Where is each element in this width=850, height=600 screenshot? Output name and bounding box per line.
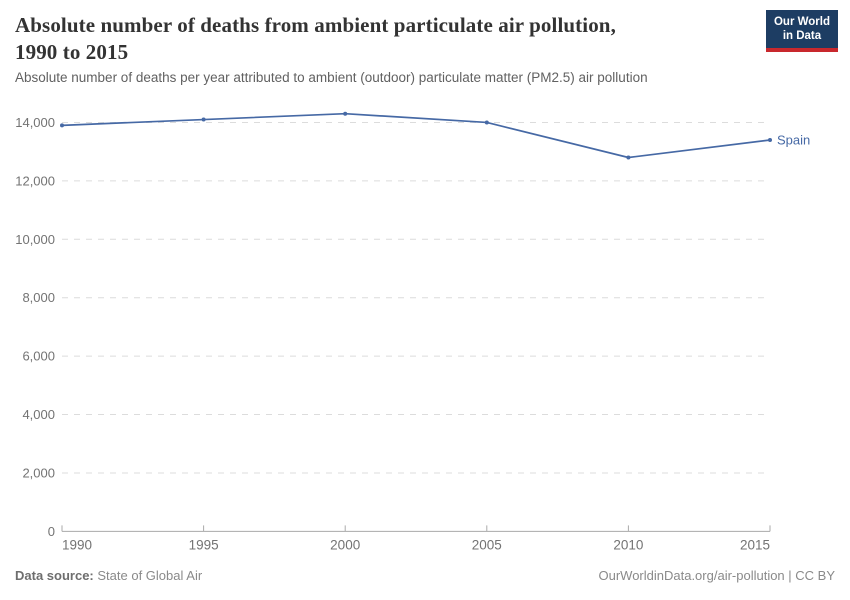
x-axis-tick-label: 2015 (740, 537, 770, 552)
license-credit[interactable]: OurWorldinData.org/air-pollution | CC BY (598, 568, 835, 583)
owid-logo-line1: Our World (773, 16, 830, 28)
owid-logo[interactable]: Our World in Data (765, 10, 838, 52)
data-point[interactable] (768, 137, 772, 142)
y-axis-tick-label: 14,000 (15, 115, 55, 130)
y-axis-tick-label: 12,000 (15, 173, 55, 188)
x-axis-tick-label: 2010 (613, 537, 643, 552)
data-point[interactable] (626, 155, 631, 160)
data-point[interactable] (484, 120, 489, 125)
chart-footer: Data source: State of Global Air OurWorl… (15, 568, 835, 583)
y-axis-tick-label: 10,000 (15, 232, 55, 247)
y-axis-tick-label: 8,000 (22, 290, 55, 305)
x-axis-tick-label: 2000 (330, 537, 360, 552)
series-label[interactable]: Spain (777, 132, 810, 147)
x-axis-tick-label: 1990 (62, 537, 92, 552)
y-axis-tick-label: 0 (48, 524, 55, 539)
y-axis-tick-label: 2,000 (22, 465, 55, 480)
data-point[interactable] (60, 123, 64, 128)
chart-title: Absolute number of deaths from ambient p… (15, 12, 616, 67)
y-axis-tick-label: 4,000 (22, 407, 55, 422)
data-source-value: State of Global Air (97, 568, 203, 583)
x-axis-tick-label: 2005 (472, 537, 502, 552)
chart-title-line1: Absolute number of deaths from ambient p… (15, 13, 616, 37)
chart-title-line2: 1990 to 2015 (15, 40, 129, 65)
chart-subtitle: Absolute number of deaths per year attri… (15, 70, 648, 85)
data-source-label: Data source: (15, 568, 94, 583)
y-axis-tick-label: 6,000 (22, 349, 55, 364)
line-chart: 0 2,000 4,000 6,000 8,000 10,000 12,000 14,000 1… (15, 111, 810, 552)
x-axis-tick-label: 1995 (189, 537, 219, 552)
data-point[interactable] (201, 117, 206, 122)
data-source: Data source: State of Global Air (15, 568, 202, 583)
data-point[interactable] (343, 111, 348, 116)
owid-logo-line2: in Data (782, 30, 822, 43)
line-series-spain (61, 112, 771, 159)
